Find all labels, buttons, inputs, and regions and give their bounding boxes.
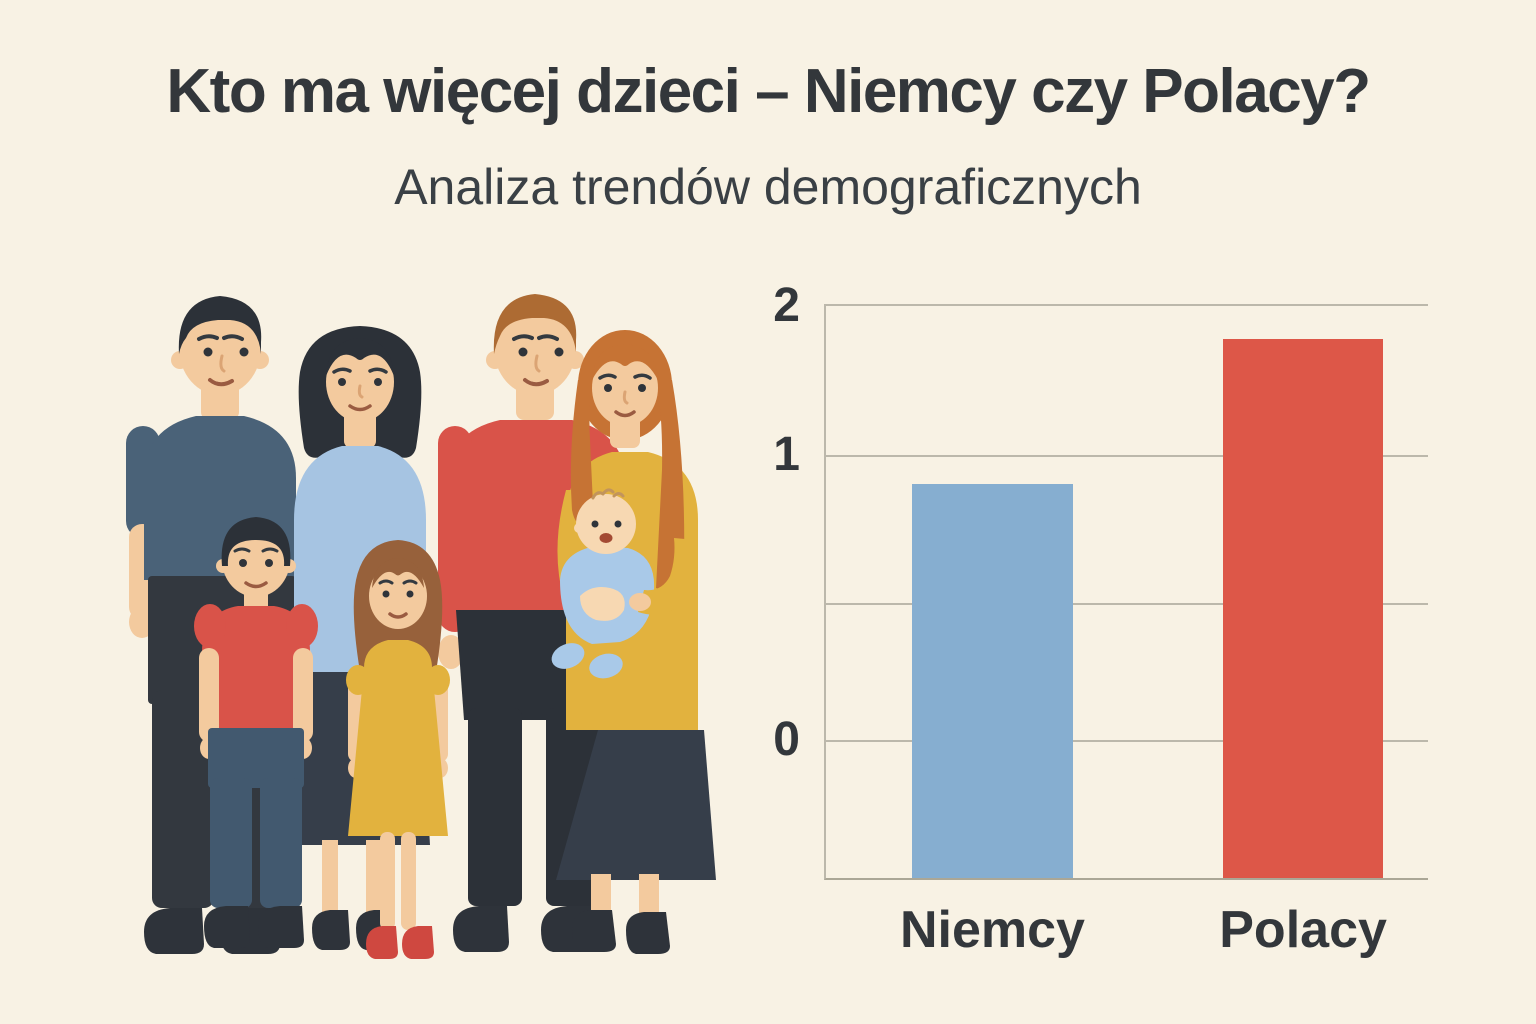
chart-plot: Niemcy Polacy 2 1 0 <box>773 282 1428 956</box>
xlabel-polacy: Polacy <box>1219 901 1387 959</box>
baby-head <box>576 494 636 554</box>
gridline <box>826 455 1428 458</box>
man2-head <box>494 301 576 395</box>
bar-polacy <box>1222 339 1384 878</box>
woman2-skirt <box>556 730 716 880</box>
woman2-head <box>592 350 658 426</box>
bar-niemcy <box>912 484 1073 878</box>
woman1-head <box>326 342 394 422</box>
man1-hair <box>178 296 262 354</box>
girl-dress <box>348 640 448 836</box>
gridline <box>826 603 1428 606</box>
boy-figure <box>194 517 318 948</box>
xlabel-niemcy: Niemcy <box>899 901 1085 959</box>
fertility-bar-chart: Niemcy Polacy 2 1 0 <box>773 282 1428 956</box>
mother-figure-right <box>556 330 716 954</box>
boy-shirt <box>202 606 310 732</box>
family-illustration <box>98 280 720 986</box>
ytick-2: 2 <box>773 279 800 332</box>
girl-figure <box>346 540 450 959</box>
page-title: Kto ma więcej dzieci – Niemcy czy Polacy… <box>166 57 1371 126</box>
family-illustration-svg <box>126 294 716 959</box>
girl-head <box>369 563 427 629</box>
ytick-0: 0 <box>773 712 800 766</box>
man2-hair <box>493 294 577 354</box>
page-subtitle: Analiza trendów demograficznych <box>394 159 1142 215</box>
man1-head <box>179 301 261 395</box>
ytick-1: 1 <box>773 428 800 482</box>
boy-hair <box>221 517 291 566</box>
gridline <box>826 739 1428 742</box>
baby-figure <box>551 488 698 679</box>
